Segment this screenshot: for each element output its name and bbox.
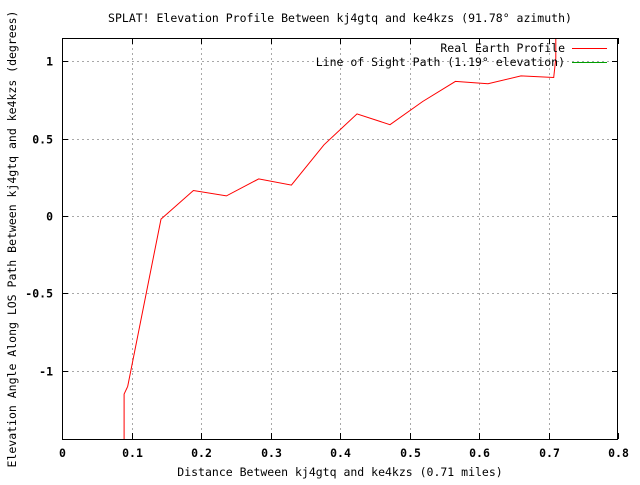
- y-tick-label: 0.5: [32, 133, 53, 147]
- y-axis-label: Elevation Angle Along LOS Path Between k…: [5, 11, 19, 468]
- x-tick-label: 0.1: [122, 446, 143, 460]
- chart-title: SPLAT! Elevation Profile Between kj4gtq …: [108, 11, 572, 25]
- x-tick-label: 0.8: [608, 446, 629, 460]
- x-axis-label: Distance Between kj4gtq and ke4kzs (0.71…: [177, 465, 502, 479]
- axis-ticks: 0 0.1 0.2 0.3 0.4 0.5 0.6 0.7 0.8 -1 -0.5 0 0.5 1: [25, 38, 629, 460]
- plot-series: [123, 38, 557, 439]
- y-tick-label: 1: [46, 55, 53, 69]
- series-line-real-earth-profile: [123, 38, 557, 439]
- x-tick-label: 0.7: [539, 446, 560, 460]
- x-tick-label: 0.5: [400, 446, 421, 460]
- x-tick-label: 0.6: [469, 446, 490, 460]
- x-tick-label: 0: [59, 446, 66, 460]
- y-tick-label: 0: [46, 210, 53, 224]
- legend-label: Line of Sight Path (1.19° elevation): [316, 55, 565, 69]
- y-tick-label: -1: [39, 365, 53, 379]
- y-tick-label: -0.5: [25, 287, 53, 301]
- legend-label: Real Earth Profile: [440, 41, 565, 55]
- x-tick-label: 0.4: [330, 446, 351, 460]
- x-tick-label: 0.2: [191, 446, 212, 460]
- grid: [62, 38, 618, 439]
- x-tick-label: 0.3: [261, 446, 282, 460]
